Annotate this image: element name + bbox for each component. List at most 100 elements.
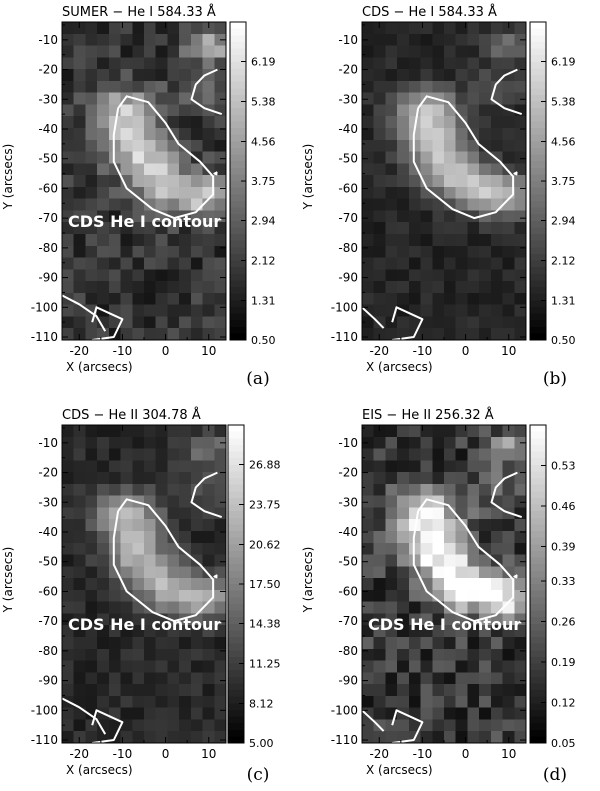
- map-pixel: [85, 542, 98, 556]
- map-pixel: [214, 425, 227, 438]
- colorbar-step: [228, 444, 244, 453]
- map-pixel: [97, 589, 110, 603]
- map-pixel: [502, 116, 515, 129]
- map-pixel: [397, 69, 410, 82]
- map-pixel: [479, 566, 492, 579]
- map-pixel: [214, 104, 227, 117]
- map-pixel: [514, 328, 527, 341]
- map-pixel: [397, 128, 410, 141]
- map-pixel: [132, 448, 145, 461]
- map-pixel: [444, 198, 457, 212]
- map-pixel: [408, 719, 422, 732]
- colorbar-step: [228, 425, 244, 433]
- map-pixel: [132, 304, 145, 318]
- map-pixel: [155, 436, 169, 450]
- map-pixel: [455, 589, 469, 603]
- map-pixel: [479, 186, 492, 200]
- contour-lower-left: [61, 697, 124, 744]
- map-pixel: [62, 507, 75, 520]
- map-pixel: [432, 483, 445, 497]
- colorbar-step: [530, 141, 546, 149]
- contour-upper-right: [190, 68, 223, 116]
- map-pixel: [167, 472, 180, 485]
- map-pixel: [432, 104, 445, 117]
- map-pixel: [455, 531, 469, 544]
- map-pixel: [408, 648, 422, 662]
- y-tick-label: -80: [38, 644, 58, 658]
- map-pixel: [444, 436, 457, 450]
- map-pixel: [455, 672, 469, 685]
- map-pixel: [455, 316, 469, 329]
- map-pixel: [432, 245, 445, 259]
- map-pixel: [73, 425, 87, 438]
- map-pixel: [120, 719, 133, 732]
- map-pixel: [73, 495, 87, 509]
- map-pixel: [214, 554, 227, 567]
- map-pixel: [85, 316, 98, 329]
- map-pixel: [144, 69, 157, 82]
- map-pixel: [420, 33, 433, 47]
- map-pixel: [479, 425, 492, 438]
- map-pixel: [420, 519, 433, 532]
- map-pixel: [97, 22, 110, 35]
- map-pixel: [144, 139, 157, 153]
- colorbar-step: [530, 650, 546, 658]
- map-pixel: [97, 648, 110, 662]
- y-tick-label: -100: [331, 703, 358, 717]
- map-pixel: [455, 460, 469, 473]
- map-pixel: [73, 566, 87, 579]
- x-tick-label: 10: [501, 747, 516, 761]
- map-pixel: [108, 448, 122, 461]
- map-pixel: [132, 151, 145, 164]
- colorbar-step: [228, 637, 244, 645]
- colorbar-step: [230, 75, 246, 83]
- map-pixel: [120, 128, 133, 141]
- map-pixel: [385, 316, 398, 329]
- map-pixel: [397, 45, 410, 58]
- y-axis-label: Y (arcsecs): [1, 144, 15, 211]
- map-pixel: [108, 69, 122, 82]
- map-pixel: [479, 625, 492, 638]
- map-pixel: [132, 139, 145, 153]
- map-pixel: [514, 316, 527, 329]
- x-axis-label: X (arcsecs): [366, 360, 433, 374]
- map-pixel: [432, 436, 445, 450]
- map-pixel: [432, 695, 445, 709]
- map-pixel: [214, 22, 227, 35]
- map-pixel: [97, 695, 110, 709]
- map-pixel: [420, 707, 433, 721]
- map-pixel: [420, 637, 433, 650]
- x-axis-label: X (arcsecs): [66, 360, 133, 374]
- map-pixel: [179, 695, 192, 709]
- map-pixel: [62, 69, 75, 82]
- map-pixel: [502, 707, 515, 721]
- map-pixel: [444, 304, 457, 318]
- map-pixel: [373, 104, 387, 117]
- colorbar-step: [530, 709, 546, 718]
- map-pixel: [408, 128, 422, 141]
- map-pixel: [190, 104, 204, 117]
- map-pixel: [408, 625, 422, 638]
- map-pixel: [132, 507, 145, 520]
- colorbar-step: [530, 458, 546, 466]
- map-pixel: [467, 448, 480, 461]
- map-pixel: [120, 69, 133, 82]
- map-pixel: [444, 578, 457, 591]
- map-pixel: [408, 69, 422, 82]
- map-pixel: [444, 684, 457, 697]
- map-pixel: [214, 460, 227, 473]
- map-pixel: [108, 531, 122, 544]
- map-pixel: [202, 684, 215, 697]
- map-pixel: [155, 45, 169, 58]
- map-pixel: [467, 104, 480, 117]
- map-pixel: [214, 128, 227, 141]
- colorbar-step: [228, 736, 244, 744]
- map-pixel: [179, 57, 192, 70]
- colorbar-step: [530, 663, 546, 671]
- map-pixel: [190, 316, 204, 329]
- map-pixel: [397, 684, 410, 697]
- map-pixel: [514, 578, 527, 591]
- map-pixel: [155, 139, 169, 153]
- map-pixel: [408, 175, 422, 188]
- map-pixel: [408, 292, 422, 306]
